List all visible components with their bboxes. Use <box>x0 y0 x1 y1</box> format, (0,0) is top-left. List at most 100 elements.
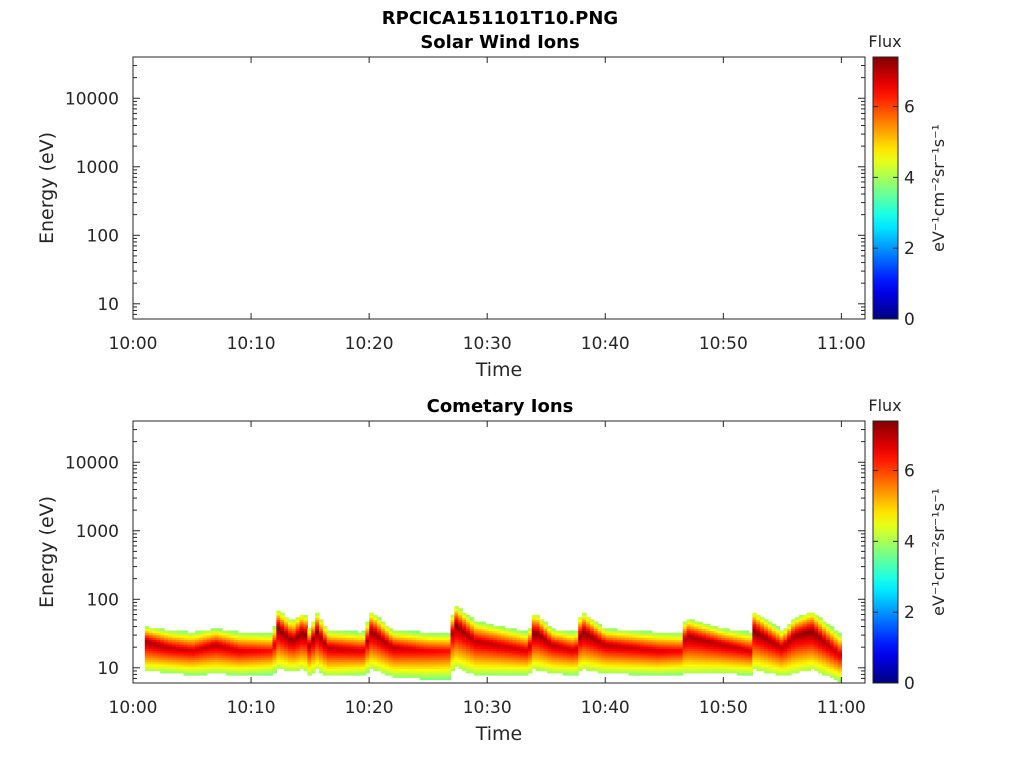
heatmap-cell <box>191 672 196 676</box>
heatmap-cell <box>183 646 188 649</box>
heatmap-cell <box>365 670 370 674</box>
heatmap-cell <box>686 663 692 667</box>
heatmap-cell <box>411 659 417 663</box>
heatmap-cell <box>609 666 614 669</box>
heatmap-cell <box>411 661 417 665</box>
heatmap-cell <box>346 672 351 676</box>
heatmap-cell <box>450 628 455 632</box>
heatmap-cell <box>690 632 695 636</box>
heatmap-cell <box>454 646 459 649</box>
heatmap-cell <box>570 670 575 674</box>
heatmap-cell <box>767 626 773 629</box>
heatmap-cell <box>504 672 510 676</box>
heatmap-cell <box>787 646 792 649</box>
heatmap-cell <box>160 670 165 674</box>
heatmap-cell <box>179 634 185 638</box>
heatmap-cell <box>183 637 188 640</box>
heatmap-cell <box>454 628 459 632</box>
heatmap-cell <box>791 630 796 634</box>
heatmap-cell <box>175 632 181 636</box>
heatmap-cell <box>295 632 301 636</box>
heatmap-cell <box>481 621 486 625</box>
heatmap-cell <box>504 632 510 636</box>
colorbar-tick-label: 2 <box>904 603 915 623</box>
heatmap-cell <box>698 626 703 629</box>
heatmap-cell <box>671 657 676 661</box>
heatmap-cell <box>454 650 459 654</box>
heatmap-cell <box>423 675 428 678</box>
heatmap-cell <box>353 659 359 663</box>
heatmap-cell <box>837 670 842 674</box>
heatmap-cell <box>380 632 386 636</box>
heatmap-cell <box>508 634 514 638</box>
heatmap-cell <box>493 639 498 643</box>
heatmap-cell <box>400 643 405 647</box>
heatmap-cell <box>543 663 548 667</box>
heatmap-cell <box>582 643 587 647</box>
heatmap-cell <box>330 654 336 658</box>
heatmap-cell <box>566 639 572 643</box>
heatmap-cell <box>806 652 812 656</box>
heatmap-cell <box>787 670 792 674</box>
heatmap-cell <box>237 634 243 638</box>
heatmap-cell <box>330 650 336 654</box>
heatmap-cell <box>756 661 761 665</box>
heatmap-cell <box>469 650 475 654</box>
heatmap-cell <box>373 661 378 665</box>
heatmap-cell <box>485 634 490 638</box>
heatmap-cell <box>651 668 657 672</box>
heatmap-cell <box>496 657 502 661</box>
heatmap-cell <box>663 654 668 658</box>
heatmap-cell <box>562 648 568 652</box>
heatmap-cell <box>558 654 564 658</box>
heatmap-cell <box>477 672 483 676</box>
heatmap-cell <box>148 648 154 652</box>
heatmap-cell <box>346 632 351 636</box>
heatmap-cell <box>326 650 332 654</box>
heatmap-cell <box>578 634 583 638</box>
heatmap-cell <box>798 632 804 636</box>
heatmap-cell <box>268 639 274 643</box>
heatmap-cell <box>833 666 839 669</box>
heatmap-cell <box>632 666 637 669</box>
heatmap-cell <box>562 668 568 672</box>
heatmap-cell <box>810 657 815 661</box>
heatmap-cell <box>640 630 645 634</box>
heatmap-cell <box>415 659 421 663</box>
heatmap-cell <box>373 639 378 643</box>
heatmap-cell <box>659 668 664 672</box>
heatmap-cell <box>431 646 436 649</box>
heatmap-cell <box>667 643 672 647</box>
heatmap-cell <box>264 663 270 667</box>
heatmap-cell <box>698 646 703 649</box>
heatmap-cell <box>725 630 730 634</box>
heatmap-cell <box>516 646 521 649</box>
heatmap-cell <box>496 666 502 669</box>
heatmap-cell <box>477 639 483 643</box>
heatmap-cell <box>466 621 471 625</box>
heatmap-cell <box>582 632 587 636</box>
heatmap-cell <box>504 663 510 667</box>
heatmap-cell <box>388 641 394 645</box>
heatmap-cell <box>191 670 196 674</box>
heatmap-cell <box>791 670 796 674</box>
heatmap-cell <box>531 614 537 618</box>
heatmap-cell <box>736 654 742 658</box>
heatmap-cell <box>353 632 359 636</box>
heatmap-cell <box>462 666 467 669</box>
heatmap-cell <box>756 659 761 663</box>
heatmap-cell <box>222 630 227 634</box>
heatmap-cell <box>353 661 359 665</box>
heatmap-cell <box>721 637 726 640</box>
heatmap-cell <box>179 666 185 669</box>
heatmap-cell <box>249 650 254 654</box>
heatmap-cell <box>752 663 757 667</box>
heatmap-cell <box>257 657 262 661</box>
heatmap-cell <box>527 630 533 634</box>
heatmap-cell <box>380 654 386 658</box>
heatmap-cell <box>597 646 603 649</box>
heatmap-cell <box>257 634 262 638</box>
heatmap-cell <box>287 648 293 652</box>
heatmap-cell <box>485 657 490 661</box>
heatmap-cell <box>504 641 510 645</box>
